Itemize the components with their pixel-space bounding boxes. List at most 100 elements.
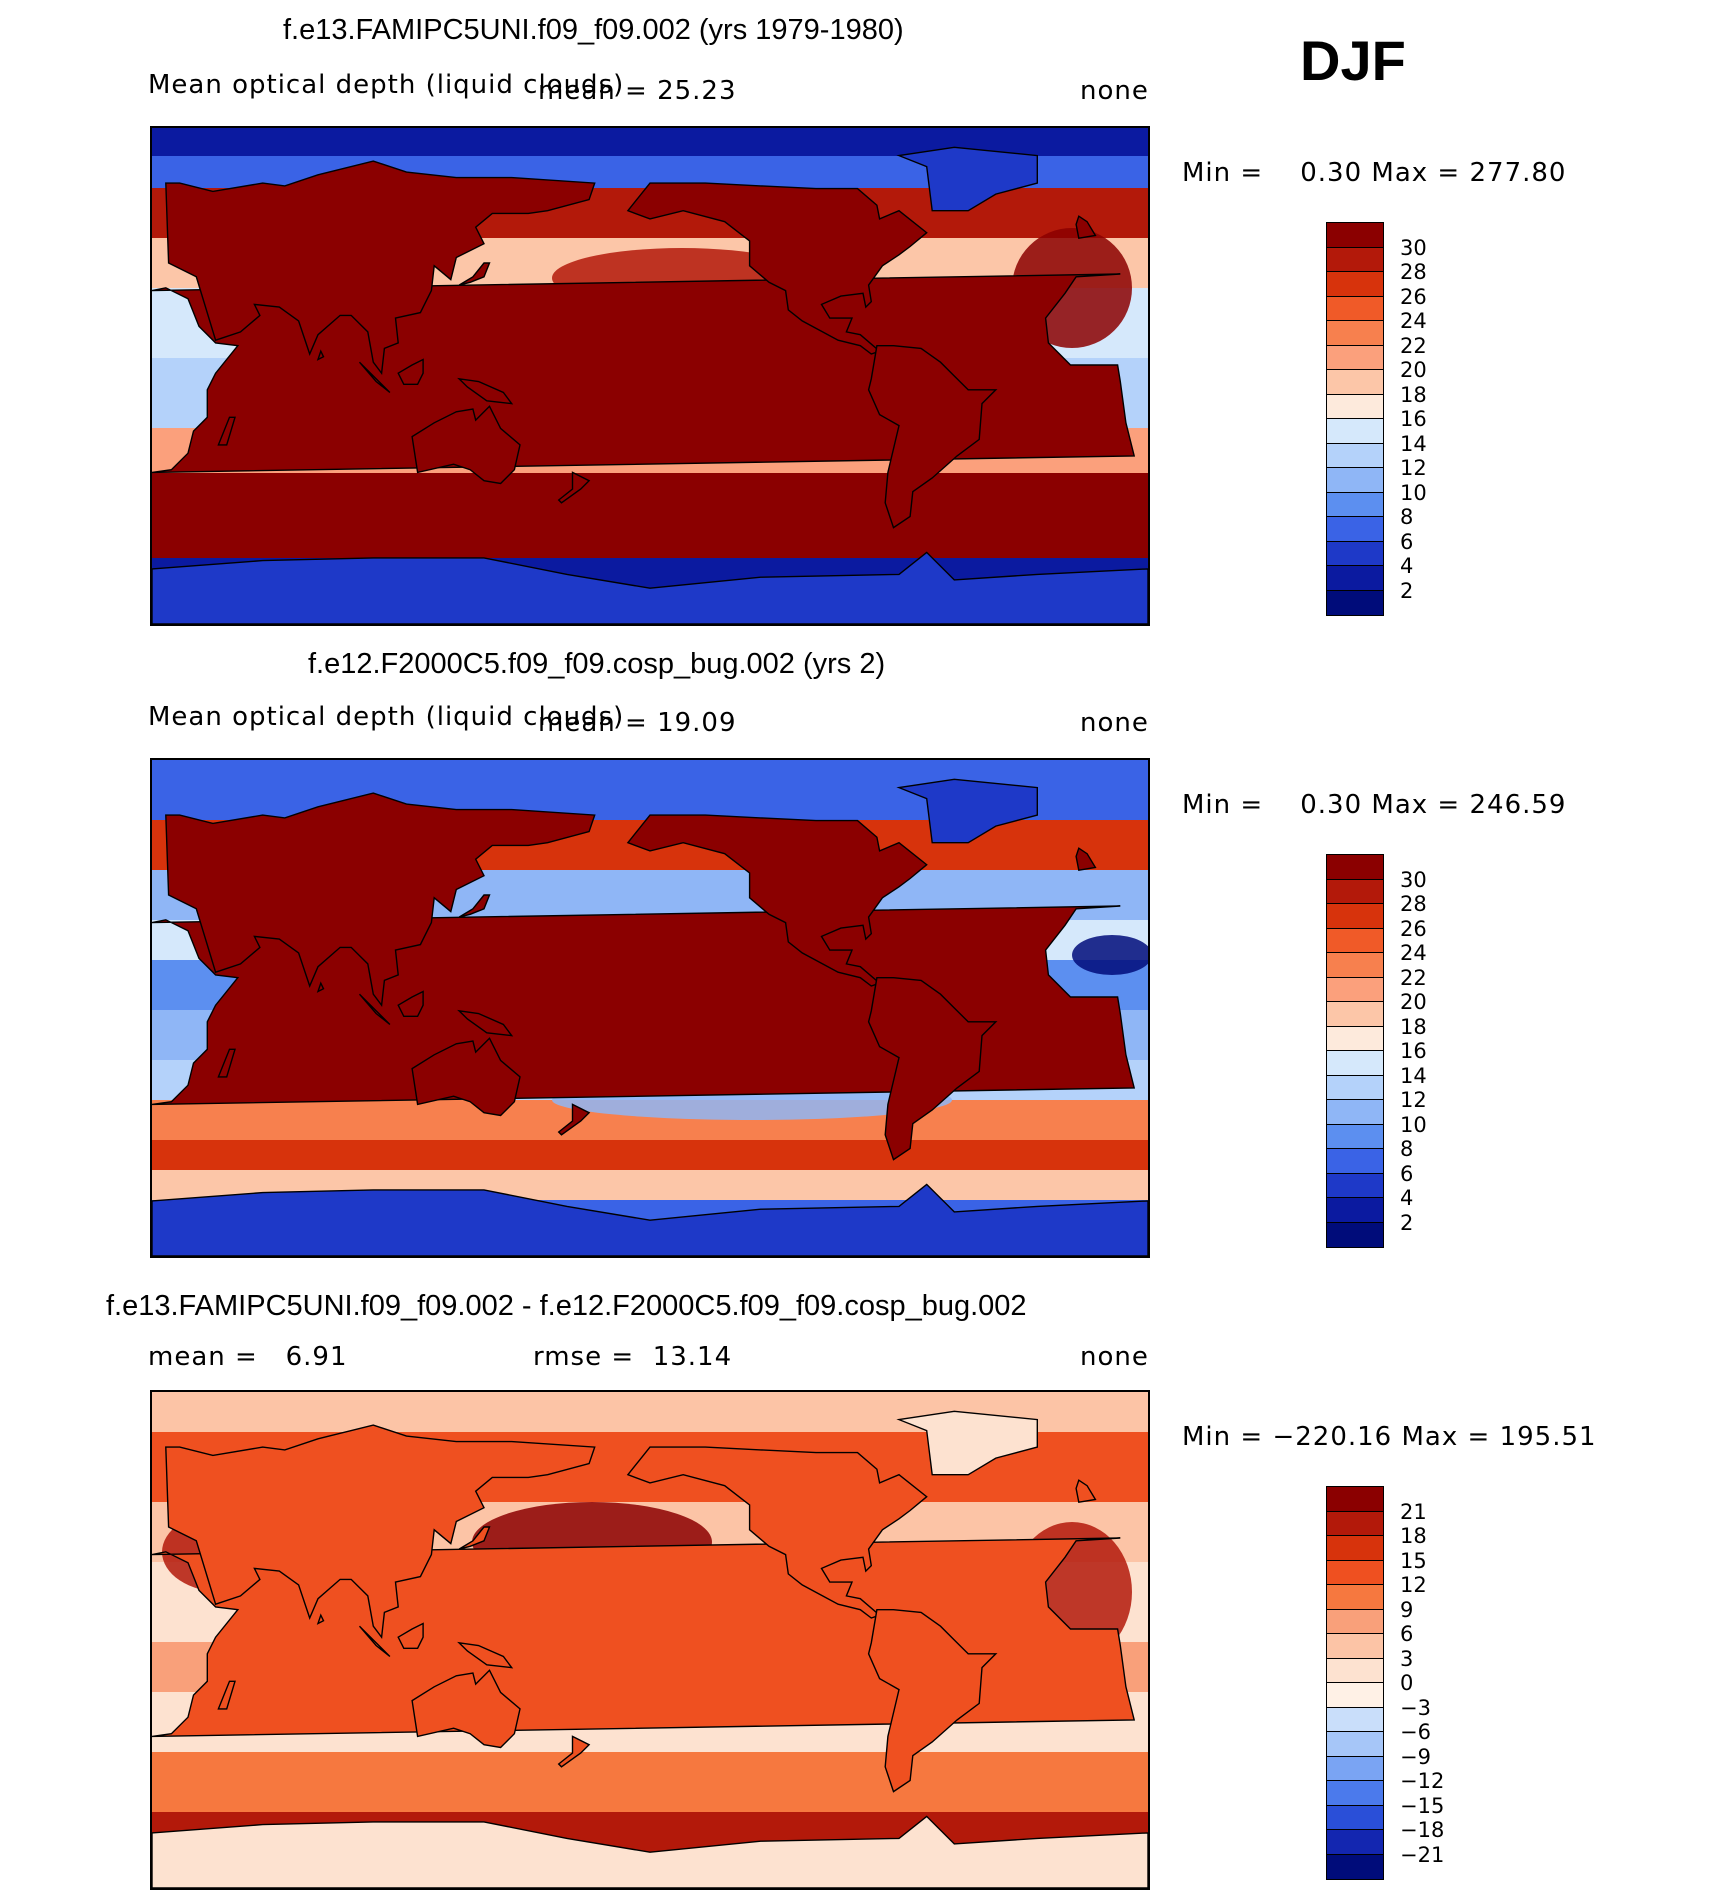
colorbar [1326,854,1384,1248]
colorbar-swatch [1327,541,1383,566]
colorbar-swatch [1327,1634,1383,1659]
continent-outline [165,160,596,376]
colorbar-swatch [1327,345,1383,370]
field-band [152,1140,1148,1171]
continent-outline [867,344,998,529]
colorbar-swatch [1327,1487,1383,1512]
colorbar-tick-label: 24 [1400,941,1427,965]
continent-outline [896,778,1038,844]
colorbar-tick-label: 8 [1400,1137,1414,1161]
colorbar-swatch [1327,1026,1383,1051]
colorbar-tick-label: 26 [1400,284,1427,309]
colorbar-tick-label: 6 [1400,1161,1414,1186]
colorbar-swatch [1327,321,1383,346]
colorbar-tick-label: 22 [1400,965,1427,990]
colorbar [1326,222,1384,616]
colorbar-tick-label: 2 [1400,578,1414,603]
continent-outline [217,416,236,446]
continent-outline [397,990,424,1017]
colorbar-swatch [1327,1658,1383,1683]
colorbar-swatch [1327,443,1383,468]
colorbar-swatch [1327,1683,1383,1708]
colorbar-swatch [1327,928,1383,953]
colorbar-swatch [1327,1124,1383,1149]
continent-outline [896,1410,1038,1476]
colorbar-swatch [1327,1536,1383,1561]
colorbar-swatch [1327,1756,1383,1781]
colorbar-swatch [1327,879,1383,904]
continent-outline [411,1669,521,1749]
colorbar-tick-label: 2 [1400,1210,1414,1235]
colorbar-tick-label: 14 [1400,1063,1427,1088]
continent-outline [867,976,998,1161]
continent-outline [217,1680,236,1710]
colorbar-tick-label: −6 [1400,1720,1431,1744]
colorbar-swatch [1327,1198,1383,1223]
continent-outline [152,1815,1148,1888]
colorbar-swatch [1327,492,1383,517]
colorbar-tick-label: −9 [1400,1744,1431,1769]
continent-outline [165,792,596,1008]
continent-outline [1075,847,1097,871]
continent-outline [165,1424,596,1640]
colorbar-tick-label: −15 [1400,1793,1445,1818]
field-blotch [1072,935,1148,975]
continent-outline [557,1735,591,1768]
colorbar-swatch [1327,419,1383,444]
continent-outline [867,1608,998,1793]
colorbar-tick-label: 3 [1400,1646,1414,1671]
mean-label: mean = 25.23 [538,76,737,106]
colorbar-tick-label: 26 [1400,916,1427,941]
continent-outline [1075,215,1097,239]
colorbar-tick-label: 14 [1400,431,1427,456]
colorbar-swatch [1327,394,1383,419]
continent-outline [316,981,325,993]
colorbar-tick-label: 28 [1400,260,1427,284]
colorbar-swatch [1327,1222,1383,1247]
colorbar-tick-label: 10 [1400,480,1427,505]
continent-outline [397,358,424,385]
colorbar-tick-label: −18 [1400,1818,1445,1842]
colorbar-tick-label: 12 [1400,1573,1427,1597]
colorbar [1326,1486,1384,1880]
colorbar-tick-label: 9 [1400,1597,1414,1622]
colorbar-tick-label: 6 [1400,529,1414,554]
continent-outline [458,894,491,918]
continent-outline [458,1526,491,1550]
colorbar-swatch [1327,953,1383,978]
continent-outline [457,1641,514,1669]
colorbar-swatch [1327,296,1383,321]
colorbar-swatch [1327,1100,1383,1125]
mean-label: mean = 19.09 [538,708,737,738]
colorbar-swatch [1327,977,1383,1002]
colorbar-tick-label: 6 [1400,1622,1414,1646]
colorbar-swatch [1327,1002,1383,1027]
colorbar-swatch [1327,223,1383,248]
colorbar-tick-label: 12 [1400,456,1427,480]
continent-outline [457,377,514,405]
colorbar-tick-label: 21 [1400,1499,1427,1524]
colorbar-tick-label: 4 [1400,1186,1414,1210]
colorbar-swatch [1327,1173,1383,1198]
continent-outline [411,405,521,485]
colorbar-swatch [1327,566,1383,591]
continent-outline [152,551,1148,624]
continent-outline [217,1048,236,1078]
continent-outline [1075,1479,1097,1503]
min-max-readout: Min = −220.16 Max = 195.51 [1182,1422,1597,1452]
colorbar-tick-label: 18 [1400,1014,1427,1039]
rmse-label: rmse = 13.14 [533,1342,733,1372]
colorbar-swatch [1327,247,1383,272]
colorbar-tick-label: −3 [1400,1695,1431,1720]
colorbar-tick-label: 8 [1400,505,1414,529]
map-plot [150,1390,1150,1890]
colorbar-swatch [1327,1854,1383,1879]
continent-outline [358,993,391,1026]
colorbar-tick-label: 24 [1400,309,1427,333]
colorbar-tick-label: 4 [1400,554,1414,578]
colorbar-swatch [1327,1609,1383,1634]
field-band [152,1752,1148,1813]
map-plot [150,126,1150,626]
colorbar-swatch [1327,1805,1383,1830]
continent-outline [896,146,1038,212]
